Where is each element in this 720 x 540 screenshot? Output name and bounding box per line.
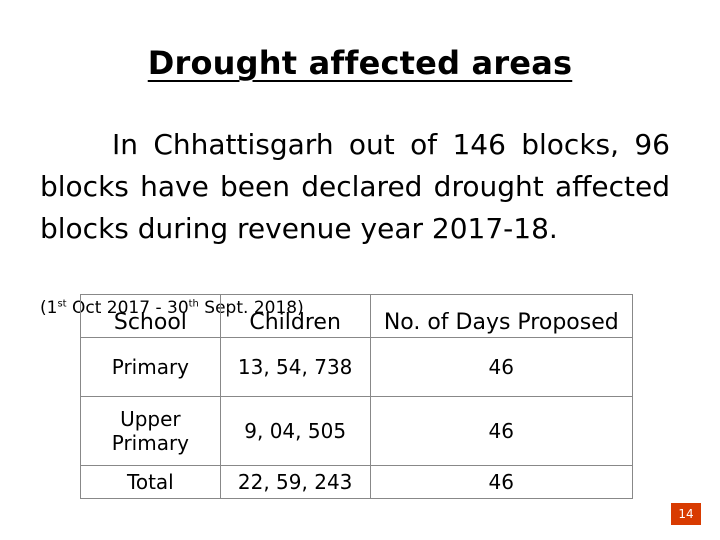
slide-title: Drought affected areas xyxy=(147,44,573,82)
cell-children: 13, 54, 738 xyxy=(219,337,371,397)
period-sup-1: st xyxy=(57,298,67,310)
table-row: Upper Primary 9, 04, 505 46 xyxy=(80,396,634,466)
cell-days: 46 xyxy=(369,465,634,499)
header-children: Children xyxy=(219,294,371,338)
body-paragraph: In Chhattisgarh out of 146 blocks, 96 bl… xyxy=(40,124,670,250)
cell-school: Total xyxy=(80,465,221,499)
header-school: School xyxy=(80,294,221,338)
period-open: (1 xyxy=(40,298,58,318)
cell-days: 46 xyxy=(369,337,634,397)
header-days: No. of Days Proposed xyxy=(369,294,634,338)
table-row: Total 22, 59, 243 46 xyxy=(80,465,634,499)
cell-school: Upper Primary xyxy=(80,396,221,466)
page-number-badge: 14 xyxy=(671,503,701,525)
cell-children: 22, 59, 243 xyxy=(219,465,371,499)
school-children-table: School Children No. of Days Proposed Pri… xyxy=(80,294,634,499)
table-row: Primary 13, 54, 738 46 xyxy=(80,337,634,397)
cell-school: Primary xyxy=(80,337,221,397)
body-paragraph-text: In Chhattisgarh out of 146 blocks, 96 bl… xyxy=(40,128,670,245)
cell-days: 46 xyxy=(369,396,634,466)
table-header-row: School Children No. of Days Proposed xyxy=(80,294,634,338)
cell-children: 9, 04, 505 xyxy=(219,396,371,466)
